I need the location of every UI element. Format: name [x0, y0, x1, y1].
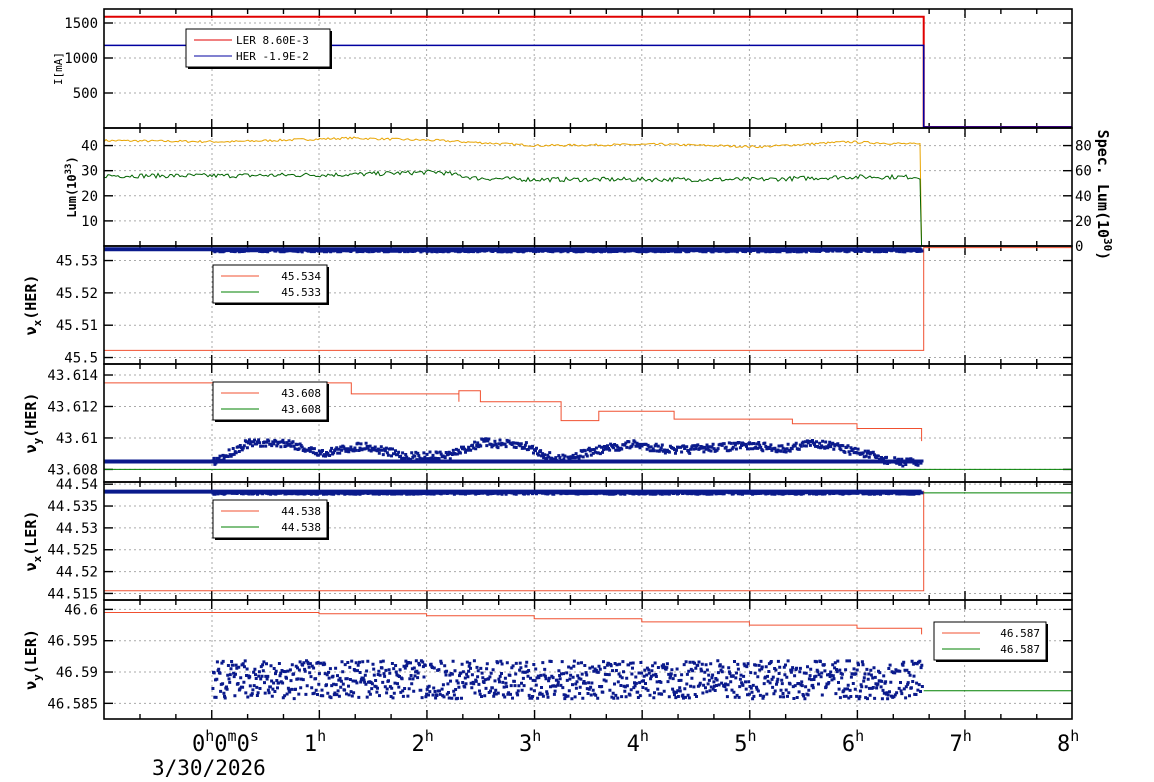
y2-tick-label: 60 [1075, 164, 1092, 180]
y-axis-label: Lum(1033) [64, 156, 79, 217]
y-tick-label: 43.61 [56, 431, 98, 447]
panel-5: 44.515 44.52 44.525 44.53 44.535 44.54 44.538 4… [22, 477, 1073, 602]
panel-frame [103, 599, 1073, 720]
y-tick-label: 46.585 [47, 696, 98, 712]
y-tick-label: 43.608 [47, 462, 98, 478]
x-tick-label: 1h [304, 727, 326, 757]
panel-3: 45.5 45.51 45.52 45.53 45.534 45.533 νx(HER) [22, 245, 1073, 367]
x-start-label: 0h0m0s [192, 727, 259, 757]
y-tick-label: 45.52 [56, 286, 98, 302]
series-points [211, 437, 924, 468]
x-tick-label: 2h [411, 727, 433, 757]
series-line [104, 247, 1072, 351]
x-date-label: 3/30/2026 [152, 756, 266, 780]
x-tick-label: 7h [949, 727, 971, 757]
y-tick-label: 40 [81, 139, 98, 155]
y-axis-label: νx(HER) [22, 275, 44, 336]
y-tick-label: 45.53 [56, 254, 98, 270]
y-tick-label: 46.6 [64, 602, 98, 618]
panel-4: 43.60843.6143.61243.61443.60843.608νy(HE… [22, 363, 1073, 483]
y-tick-label: 43.612 [47, 399, 98, 415]
y-tick-label: 30 [81, 164, 98, 180]
y-axis-label: I[mA] [52, 52, 65, 85]
legend-label: 46.587 [1000, 643, 1040, 656]
legend [212, 381, 328, 421]
y2-tick-label: 40 [1075, 189, 1092, 205]
y2-tick-label: 80 [1075, 139, 1092, 155]
legend [933, 621, 1047, 661]
legend-label: 46.587 [1000, 627, 1040, 640]
y-tick-label: 10 [81, 214, 98, 230]
series-line [104, 612, 923, 635]
y-tick-label: 45.5 [64, 351, 98, 367]
panel-1: 500 1000 1500 LER 8.60E-3 HER -1.9E-2 I[mA] [52, 8, 1073, 129]
y-axis-label: νy(HER) [22, 393, 44, 454]
y-tick-label: 44.53 [56, 521, 98, 537]
x-tick-label: 8h [1057, 727, 1079, 757]
y-tick-label: 20 [81, 189, 98, 205]
y-axis-label: νx(LER) [22, 511, 44, 572]
y-tick-label: 44.52 [56, 565, 98, 581]
series-line [103, 169, 923, 247]
y-tick-label: 1000 [64, 51, 98, 67]
y-tick-label: 44.525 [47, 543, 98, 559]
legend [212, 264, 328, 304]
legend [212, 499, 328, 539]
series-line [104, 382, 923, 442]
series-line [103, 136, 923, 247]
y-tick-label: 1500 [64, 16, 98, 32]
panel-6: 46.585 46.59 46.595 46.6 46.587 46.587 νy(LER) [22, 599, 1073, 720]
series-line [104, 44, 1072, 128]
y-axis-label: νy(LER) [22, 629, 44, 690]
y-tick-label: 46.595 [47, 634, 98, 650]
y-tick-label: 44.535 [47, 499, 98, 515]
legend-label: 45.533 [281, 286, 321, 299]
x-tick-label: 4h [627, 727, 649, 757]
x-tick-label: 5h [734, 727, 756, 757]
y-tick-label: 45.51 [56, 318, 98, 334]
x-tick-label: 6h [842, 727, 864, 757]
legend-label: 43.608 [281, 387, 321, 400]
x-tick-label: 3h [519, 727, 541, 757]
legend-label: LER 8.60E-3 [236, 34, 309, 47]
legend-label: 45.534 [281, 270, 321, 283]
legend-label: HER -1.9E-2 [236, 50, 309, 63]
series-points [211, 659, 924, 701]
legend-label: 44.538 [281, 505, 321, 518]
y-tick-label: 44.54 [56, 477, 98, 493]
y2-tick-label: 0 [1075, 239, 1083, 255]
legend-label: 44.538 [281, 521, 321, 534]
legend [185, 28, 331, 68]
y2-tick-label: 20 [1075, 214, 1092, 230]
y2-axis-label: Spec. Lum(1030) [1094, 130, 1114, 261]
series-line [104, 490, 925, 592]
y-tick-label: 46.59 [56, 665, 98, 681]
y-tick-label: 500 [73, 86, 98, 102]
y-tick-label: 44.515 [47, 586, 98, 602]
y-tick-label: 43.614 [47, 368, 98, 384]
legend-label: 43.608 [281, 403, 321, 416]
